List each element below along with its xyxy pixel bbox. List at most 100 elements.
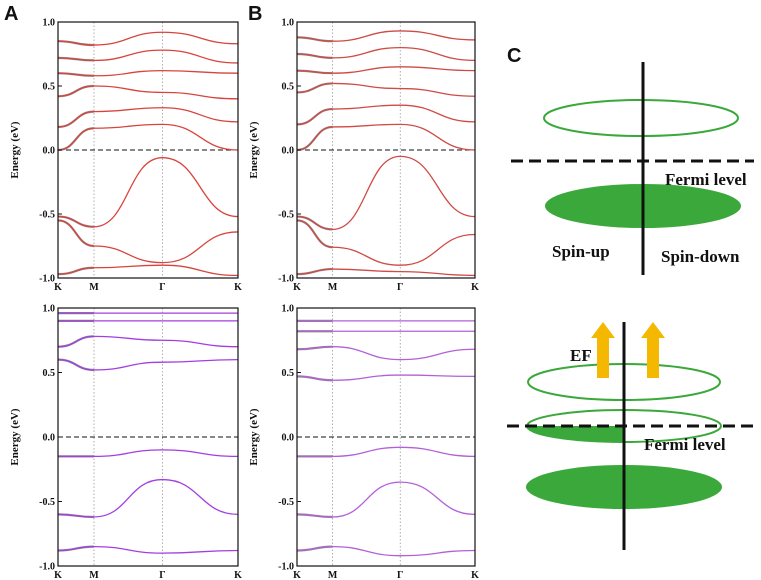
- band-line-shadow: [58, 56, 94, 62]
- x-tick-label: M: [328, 282, 338, 293]
- y-tick-label: -1.0: [278, 562, 294, 573]
- spin-diagram-top: Fermi level Spin-up Spin-down: [511, 62, 754, 275]
- x-tick-label: K: [54, 570, 62, 580]
- y-tick-label: -0.5: [39, 210, 55, 221]
- spin-diagram-bottom: EF Fermi level: [507, 322, 757, 550]
- x-tick-label: Γ: [159, 282, 165, 293]
- y-tick-label: 0.0: [43, 433, 56, 444]
- band-line-shadow: [297, 107, 333, 126]
- x-tick-label: K: [293, 282, 301, 293]
- spin-down-label: Spin-down: [661, 247, 740, 266]
- band-line: [296, 219, 476, 266]
- band-line-shadow: [297, 215, 333, 231]
- band-line-shadow: [58, 215, 94, 228]
- panel-label-c: C: [507, 45, 521, 67]
- x-tick-label: M: [89, 282, 99, 293]
- y-tick-label: 1.0: [43, 18, 56, 29]
- x-tick-label: K: [293, 570, 301, 580]
- y-axis-label: Energy (eV): [248, 121, 260, 178]
- band-line: [296, 545, 476, 557]
- x-tick-label: M: [328, 570, 338, 580]
- y-tick-label: 0.5: [282, 368, 295, 379]
- band-line: [57, 107, 239, 128]
- band-line-shadow: [58, 513, 94, 519]
- shift-arrow-right-icon: [641, 322, 665, 378]
- band-plot-b-top: 1.0 0.5 0.0 -0.5 -1.0 Energy (eV) K M Γ K: [248, 18, 479, 294]
- ef-label: EF: [570, 346, 592, 365]
- x-tick-label: Γ: [159, 570, 165, 580]
- y-tick-label: -0.5: [278, 210, 294, 221]
- y-tick-label: 0.5: [43, 368, 56, 379]
- x-tick-label: M: [89, 570, 99, 580]
- band-plot-a-bottom: 1.0 0.5 0.0 -0.5 -1.0 Energy (eV) K M Γ K: [9, 304, 242, 580]
- y-tick-label: -1.0: [278, 274, 294, 285]
- band-line-shadow: [58, 219, 94, 248]
- band-line: [296, 66, 476, 74]
- band-line: [296, 123, 476, 151]
- band-line: [297, 446, 476, 457]
- panel-label-b: B: [248, 3, 262, 25]
- band-plot-b-bottom: 1.0 0.5 0.0 -0.5 -1.0 Energy (eV) K M Γ K: [248, 304, 479, 580]
- x-tick-label: Γ: [397, 282, 403, 293]
- band-line: [296, 82, 476, 97]
- band-line: [57, 219, 239, 264]
- band-line: [296, 104, 476, 126]
- band-line: [57, 264, 239, 277]
- y-tick-label: -0.5: [39, 497, 55, 508]
- band-line: [296, 481, 476, 518]
- band-line-shadow: [297, 345, 333, 351]
- band-line-shadow: [297, 52, 333, 59]
- x-tick-label: K: [471, 570, 479, 580]
- band-line: [57, 478, 239, 518]
- band-line-shadow: [58, 40, 94, 47]
- band-line-shadow: [58, 266, 94, 276]
- y-tick-label: 1.0: [43, 304, 56, 315]
- band-line-shadow: [58, 110, 94, 129]
- band-line: [57, 69, 239, 77]
- band-line: [296, 30, 476, 42]
- band-line: [57, 85, 239, 100]
- band-line: [296, 346, 476, 361]
- band-line: [57, 358, 239, 371]
- shift-arrow-left-icon: [591, 322, 615, 378]
- panel-label-a: A: [4, 3, 18, 25]
- band-line: [296, 374, 476, 381]
- y-tick-label: -1.0: [39, 562, 55, 573]
- x-tick-label: K: [234, 570, 242, 580]
- band-line: [57, 157, 239, 228]
- fermi-level-label-top: Fermi level: [665, 170, 747, 189]
- band-line: [296, 268, 476, 277]
- y-tick-label: -1.0: [39, 274, 55, 285]
- band-line: [57, 545, 239, 554]
- empty-spin-state-top: [543, 99, 739, 137]
- partial-spin-state-fill: [528, 426, 624, 442]
- x-tick-label: K: [54, 282, 62, 293]
- band-line: [57, 49, 239, 64]
- band-line-shadow: [297, 125, 333, 152]
- band-line: [57, 123, 239, 151]
- y-tick-label: 0.0: [282, 433, 295, 444]
- y-tick-label: 1.0: [282, 18, 295, 29]
- x-tick-label: Γ: [397, 570, 403, 580]
- band-line-shadow: [58, 127, 94, 152]
- y-tick-label: 0.0: [282, 146, 295, 157]
- y-axis-label: Energy (eV): [9, 408, 21, 465]
- y-tick-label: 0.5: [282, 82, 295, 93]
- band-line: [57, 335, 239, 348]
- band-line-shadow: [297, 513, 333, 519]
- spin-up-label: Spin-up: [552, 242, 610, 261]
- band-line: [58, 449, 239, 457]
- band-line: [57, 31, 239, 46]
- fermi-level-label-bottom: Fermi level: [644, 435, 726, 454]
- y-axis-label: Energy (eV): [9, 121, 21, 178]
- x-tick-label: K: [234, 282, 242, 293]
- y-tick-label: -0.5: [278, 497, 294, 508]
- band-line: [296, 46, 476, 62]
- y-tick-label: 0.0: [43, 146, 56, 157]
- band-line: [296, 155, 476, 231]
- y-tick-label: 0.5: [43, 82, 56, 93]
- band-plot-a-top: 1.0 0.5 0.0 -0.5 -1.0 Energy (eV) K M Γ K: [9, 18, 242, 294]
- y-axis-label: Energy (eV): [248, 408, 260, 465]
- y-tick-label: 1.0: [282, 304, 295, 315]
